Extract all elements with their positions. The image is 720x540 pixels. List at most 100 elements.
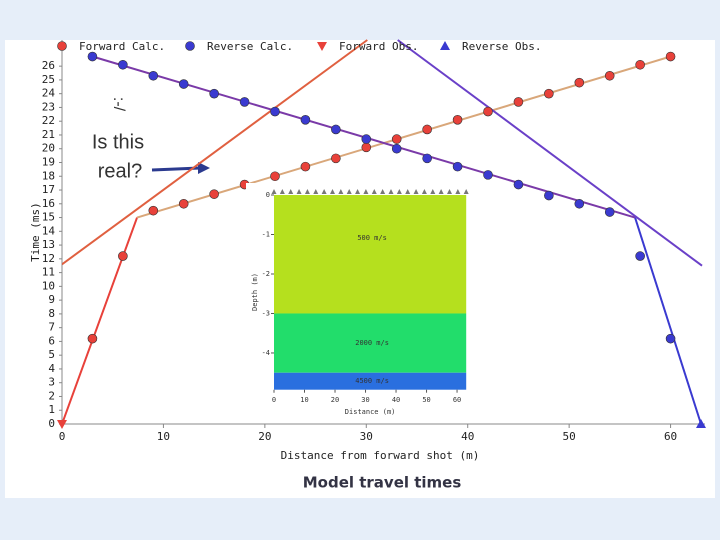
data-point [391, 143, 402, 154]
geophone [413, 189, 419, 194]
y-tick-label: 0 [48, 417, 55, 430]
y-tick-label: 13 [42, 238, 55, 251]
x-tick-label: 60 [664, 430, 677, 443]
layer [274, 195, 467, 314]
y-tick-label: 2 [48, 389, 55, 402]
data-point [574, 77, 585, 88]
y-tick-label: 5 [48, 348, 55, 361]
geophone [388, 189, 394, 194]
x-tick-label: 10 [157, 430, 170, 443]
data-point [148, 70, 159, 81]
data-point [513, 97, 524, 107]
y-tick-label: 21 [42, 128, 55, 141]
y-tick-label: 6 [48, 334, 55, 347]
data-point [87, 333, 98, 344]
inset-x-tick-label: 20 [331, 396, 339, 404]
y-tick-label: 8 [48, 307, 55, 320]
data-point [391, 134, 402, 144]
data-point [331, 153, 341, 164]
geophone [313, 189, 319, 194]
inset-x-tick-label: 50 [422, 396, 430, 404]
geophone [421, 189, 427, 194]
y-tick-label: 19 [42, 155, 55, 168]
model-line [62, 39, 368, 266]
data-point [331, 124, 341, 135]
y-tick-label: 23 [42, 100, 55, 113]
legend-label: Forward Calc. [79, 40, 165, 53]
data-point [635, 59, 645, 70]
y-tick-label: 25 [42, 73, 55, 86]
data-point [118, 59, 128, 70]
x-tick-label: 50 [563, 430, 576, 443]
y-tick-label: 3 [48, 376, 55, 389]
geophone [430, 189, 436, 194]
y-tick-label: 20 [42, 142, 55, 155]
data-point [239, 97, 250, 107]
inset-x-tick-label: 10 [300, 396, 308, 404]
data-point [270, 171, 280, 182]
x-tick-label: 30 [360, 430, 373, 443]
geophone [288, 189, 294, 194]
data-point [665, 51, 676, 62]
data-point [635, 251, 645, 261]
layer-label: 2000 m/s [355, 339, 389, 347]
data-point [87, 51, 98, 62]
y-tick-label: 18 [42, 169, 55, 182]
y-tick-label: 24 [42, 87, 56, 100]
x-tick-label: 20 [258, 430, 271, 443]
y-axis-label: Time (ms) [29, 202, 42, 262]
x-tick-label: 0 [59, 430, 66, 443]
legend-label: Reverse Obs. [462, 40, 541, 53]
data-point [604, 70, 615, 81]
inset-y-label: Depth (m) [251, 273, 259, 311]
data-point [544, 190, 554, 201]
y-tick-label: 7 [48, 321, 55, 334]
data-point [604, 207, 615, 217]
y-tick-label: 10 [42, 279, 55, 292]
geophone [405, 189, 411, 194]
inset-x-label: Distance (m) [345, 408, 396, 416]
data-point [270, 106, 280, 117]
annotation: Is this [92, 131, 144, 153]
x-axis-label: Distance from forward shot (m) [281, 449, 480, 462]
legend-marker [317, 42, 327, 51]
y-tick-label: 22 [42, 114, 55, 127]
data-point [483, 170, 493, 180]
inset-x-tick-label: 60 [453, 396, 461, 404]
y-tick-label: 4 [48, 362, 55, 375]
inset-x-tick-label: 40 [392, 396, 400, 404]
inset-y-tick-label: -3 [262, 309, 270, 317]
geophone [304, 189, 310, 194]
data-point [422, 124, 432, 135]
layer-label: 4500 m/s [355, 377, 389, 385]
legend-label: Reverse Calc. [207, 40, 293, 53]
y-tick-label: 14 [42, 224, 56, 237]
inset-y-tick-label: 0 [266, 191, 270, 199]
geophone [446, 189, 452, 194]
layer [274, 372, 467, 390]
geophone [396, 189, 402, 194]
y-tick-label: 16 [42, 197, 55, 210]
data-point [178, 198, 189, 209]
y-tick-label: 26 [42, 59, 55, 72]
data-point [544, 88, 554, 99]
y-tick-label: 17 [42, 183, 55, 196]
data-point [452, 115, 463, 125]
geophone [380, 189, 386, 194]
data-point [209, 189, 219, 199]
caption: Model travel times [303, 474, 462, 492]
geophone [363, 189, 369, 194]
annotation: real? [98, 160, 142, 182]
data-point [300, 161, 311, 172]
y-tick-label: 11 [42, 266, 55, 279]
model-line [397, 39, 703, 267]
data-point [57, 420, 67, 429]
geophone [329, 189, 335, 194]
geophone [371, 189, 377, 194]
geophone [321, 189, 327, 194]
geophone [271, 189, 277, 194]
geophone [279, 189, 285, 194]
inset-y-tick-label: -1 [262, 230, 270, 238]
data-point [483, 106, 493, 117]
